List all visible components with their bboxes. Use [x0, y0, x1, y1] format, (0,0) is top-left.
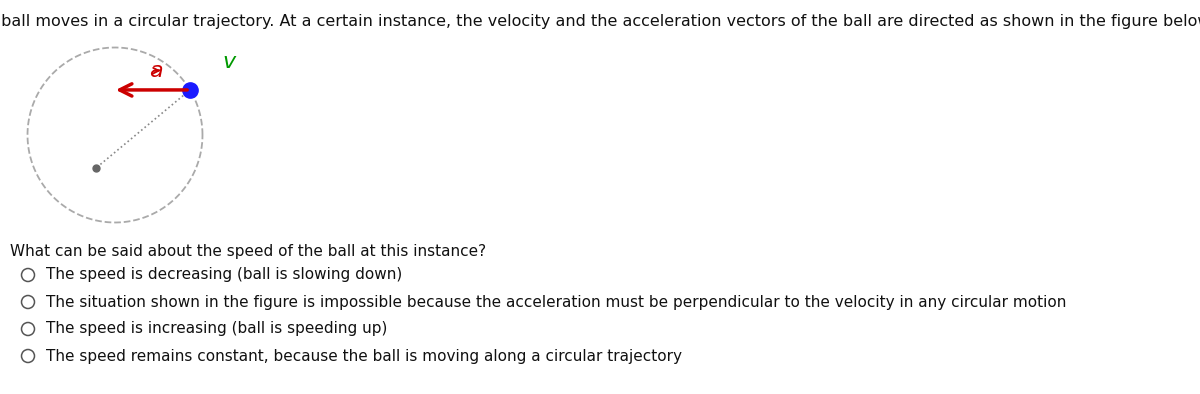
Text: What can be said about the speed of the ball at this instance?: What can be said about the speed of the …: [10, 244, 486, 259]
Text: $a$: $a$: [150, 61, 163, 81]
Text: A ball moves in a circular trajectory. At a certain instance, the velocity and t: A ball moves in a circular trajectory. A…: [0, 14, 1200, 29]
Text: The speed is increasing (ball is speeding up): The speed is increasing (ball is speedin…: [46, 322, 388, 336]
Text: $v$: $v$: [222, 52, 238, 72]
Text: The situation shown in the figure is impossible because the acceleration must be: The situation shown in the figure is imp…: [46, 294, 1067, 310]
Text: The speed remains constant, because the ball is moving along a circular trajecto: The speed remains constant, because the …: [46, 349, 682, 364]
Text: The speed is decreasing (ball is slowing down): The speed is decreasing (ball is slowing…: [46, 268, 402, 282]
